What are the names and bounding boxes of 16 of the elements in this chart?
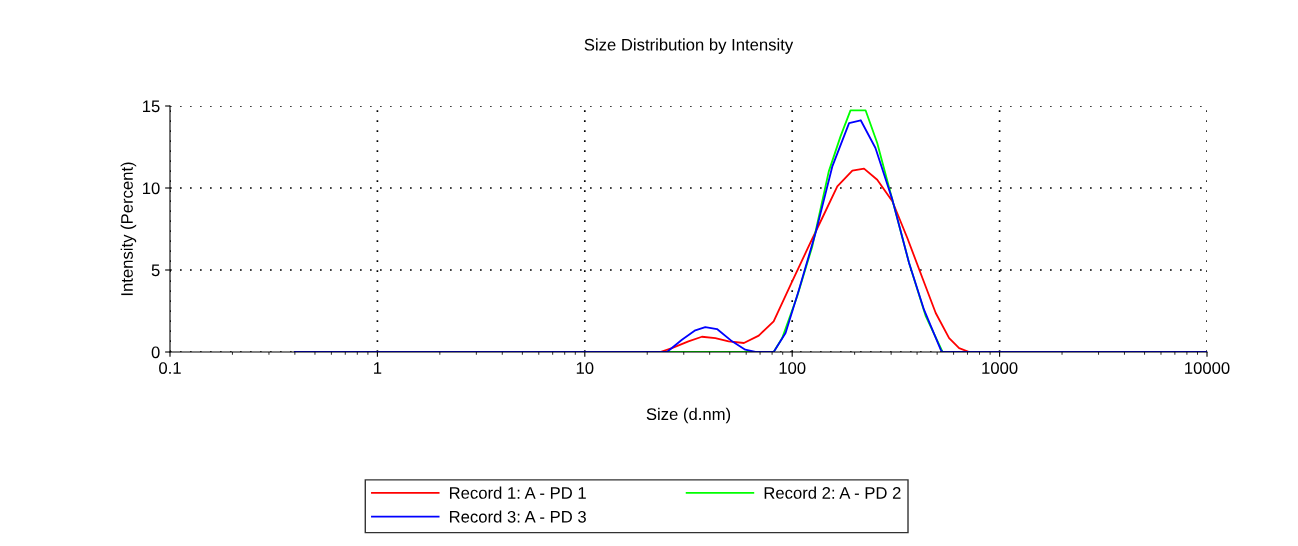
legend-label: Record 2: A - PD 2 (764, 486, 901, 499)
x-tick-label: 0.1 (159, 362, 181, 374)
x-tick-label: 10 (576, 362, 594, 374)
x-tick-label: 1000 (982, 362, 1018, 374)
y-axis-title: Intensity (Percent) (120, 162, 137, 296)
y-tick-label: 10 (143, 182, 160, 195)
y-tick-label: 5 (151, 264, 160, 277)
y-tick-label: 15 (143, 100, 160, 113)
x-axis-title: Size (d.nm) (646, 407, 731, 424)
x-tick-label: 10000 (1185, 362, 1230, 374)
legend-label: Record 1: A - PD 1 (449, 486, 586, 499)
x-tick-label: 100 (779, 362, 806, 374)
legend-label: Record 3: A - PD 3 (449, 510, 586, 523)
y-tick-label: 0 (151, 346, 160, 359)
chart-title: Size Distribution by Intensity (584, 38, 794, 54)
x-tick-label: 1 (374, 362, 382, 374)
